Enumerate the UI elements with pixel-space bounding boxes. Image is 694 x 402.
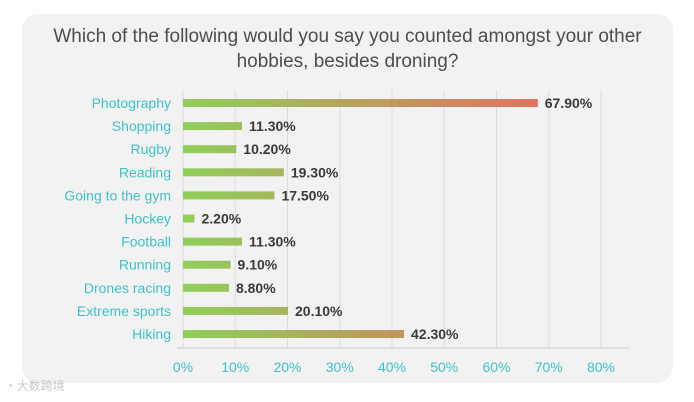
bar-hiking xyxy=(183,330,405,338)
bar-football xyxy=(183,237,243,246)
value-label: 19.30% xyxy=(291,164,339,180)
category-label: Reading xyxy=(119,164,171,180)
value-label: 8.80% xyxy=(236,280,276,296)
category-label: Hiking xyxy=(132,326,171,342)
category-label: Football xyxy=(121,234,171,250)
category-label: Photography xyxy=(92,95,171,111)
watermark-icon: ◔ xyxy=(6,379,17,393)
x-tick-label: 30% xyxy=(326,359,354,375)
watermark-text: 大数跨境 xyxy=(16,379,65,393)
category-label: Going to the gym xyxy=(64,187,171,203)
gridlines xyxy=(177,90,629,349)
category-label: Drones racing xyxy=(84,280,171,296)
x-tick-label: 20% xyxy=(273,359,301,375)
category-labels: Photography Shopping Rugby Reading Going to … xyxy=(64,95,171,342)
value-label: 42.30% xyxy=(411,326,459,342)
x-tick-label: 10% xyxy=(221,359,249,375)
category-label: Hockey xyxy=(124,211,171,227)
chart-title: Which of the following would you say you… xyxy=(53,26,642,72)
bar-running xyxy=(183,260,231,269)
value-labels: 67.90% 11.30% 10.20%19.30% 17.50% 2.20% 11.30… xyxy=(201,95,592,342)
value-label: 67.90% xyxy=(545,95,593,111)
chart-card xyxy=(22,14,673,383)
value-label: 17.50% xyxy=(281,187,329,203)
value-label: 20.10% xyxy=(295,303,343,319)
bar-shopping xyxy=(183,122,243,131)
category-label: Rugby xyxy=(131,141,171,157)
bar-rugby xyxy=(183,145,237,154)
bar-drones-racing xyxy=(183,283,229,292)
bar-going-to-the-gym xyxy=(183,191,275,200)
category-label: Extreme sports xyxy=(77,303,171,319)
value-label: 11.30% xyxy=(249,118,296,134)
bar-hockey xyxy=(183,214,195,223)
value-label: 10.20% xyxy=(243,141,291,157)
bar-reading xyxy=(183,168,284,177)
x-tick-label: 60% xyxy=(482,359,510,375)
value-label: 9.10% xyxy=(238,257,278,273)
x-axis-ticks: 0% 10% 20% 30% 40% 50% 60% 70% 80% xyxy=(173,359,615,375)
category-label: Running xyxy=(119,257,171,273)
x-tick-label: 0% xyxy=(173,359,193,375)
category-label: Shopping xyxy=(112,118,171,134)
value-label: 2.20% xyxy=(201,211,241,227)
bar-extreme-sports xyxy=(183,306,289,315)
x-tick-label: 40% xyxy=(378,359,406,375)
value-label: 11.30% xyxy=(249,234,296,250)
bar-photography xyxy=(183,99,538,107)
x-tick-label: 50% xyxy=(430,359,458,375)
x-tick-label: 80% xyxy=(587,359,615,375)
watermark: ◔ 大数跨境 xyxy=(6,377,65,394)
bars xyxy=(183,99,538,338)
x-tick-label: 70% xyxy=(535,359,563,375)
